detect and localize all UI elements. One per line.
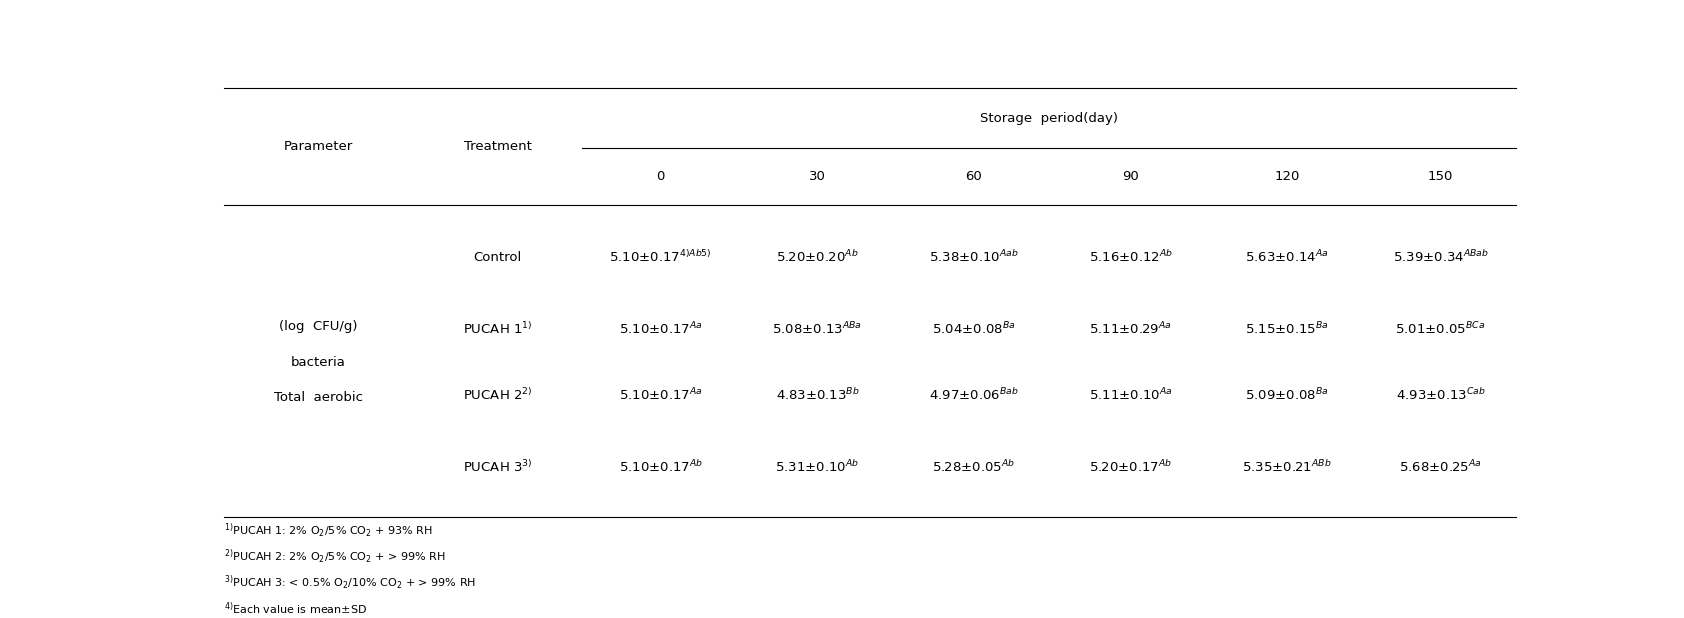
Text: Parameter: Parameter: [283, 140, 352, 153]
Text: PUCAH 3$^{3)}$: PUCAH 3$^{3)}$: [463, 459, 532, 475]
Text: $^{4)}$Each value is mean±SD: $^{4)}$Each value is mean±SD: [224, 600, 367, 617]
Text: 90: 90: [1122, 170, 1138, 183]
Text: 5.10±0.17$^{Ab}$: 5.10±0.17$^{Ab}$: [618, 459, 702, 475]
Text: PUCAH 1$^{1)}$: PUCAH 1$^{1)}$: [463, 321, 532, 337]
Text: 4.97±0.06$^{Bab}$: 4.97±0.06$^{Bab}$: [930, 387, 1019, 404]
Text: 5.09±0.08$^{Ba}$: 5.09±0.08$^{Ba}$: [1246, 387, 1329, 404]
Text: 5.04±0.08$^{Ba}$: 5.04±0.08$^{Ba}$: [933, 321, 1015, 337]
Text: 5.28±0.05$^{Ab}$: 5.28±0.05$^{Ab}$: [933, 459, 1015, 475]
Text: 5.11±0.10$^{Aa}$: 5.11±0.10$^{Aa}$: [1090, 387, 1172, 404]
Text: 5.11±0.29$^{Aa}$: 5.11±0.29$^{Aa}$: [1090, 321, 1172, 337]
Text: PUCAH 2$^{2)}$: PUCAH 2$^{2)}$: [463, 387, 532, 404]
Text: $^{2)}$PUCAH 2: 2% O$_2$/5% CO$_2$ + > 99% RH: $^{2)}$PUCAH 2: 2% O$_2$/5% CO$_2$ + > 9…: [224, 548, 445, 566]
Text: 5.31±0.10$^{Ab}$: 5.31±0.10$^{Ab}$: [775, 459, 859, 475]
Text: $^{1)}$PUCAH 1: 2% O$_2$/5% CO$_2$ + 93% RH: $^{1)}$PUCAH 1: 2% O$_2$/5% CO$_2$ + 93%…: [224, 522, 433, 540]
Text: 30: 30: [808, 170, 825, 183]
Text: 5.01±0.05$^{BCa}$: 5.01±0.05$^{BCa}$: [1396, 321, 1485, 337]
Text: Treatment: Treatment: [463, 140, 532, 153]
Text: 5.68±0.25$^{Aa}$: 5.68±0.25$^{Aa}$: [1399, 459, 1482, 475]
Text: (log  CFU/g): (log CFU/g): [280, 320, 357, 333]
Text: 5.63±0.14$^{Aa}$: 5.63±0.14$^{Aa}$: [1246, 249, 1329, 266]
Text: 5.10±0.17$^{Aa}$: 5.10±0.17$^{Aa}$: [620, 387, 702, 404]
Text: 5.08±0.13$^{ABa}$: 5.08±0.13$^{ABa}$: [773, 321, 862, 337]
Text: 5.10±0.17$^{Aa}$: 5.10±0.17$^{Aa}$: [620, 321, 702, 337]
Text: 5.38±0.10$^{Aab}$: 5.38±0.10$^{Aab}$: [930, 250, 1019, 265]
Text: 5.16±0.12$^{Ab}$: 5.16±0.12$^{Ab}$: [1088, 250, 1172, 265]
Text: 5.20±0.17$^{Ab}$: 5.20±0.17$^{Ab}$: [1090, 459, 1172, 475]
Text: 150: 150: [1428, 170, 1453, 183]
Text: $^{3)}$PUCAH 3: < 0.5% O$_2$/10% CO$_2$ + > 99% RH: $^{3)}$PUCAH 3: < 0.5% O$_2$/10% CO$_2$ …: [224, 574, 475, 592]
Text: Storage  period(day): Storage period(day): [980, 112, 1118, 125]
Text: bacteria: bacteria: [291, 355, 345, 368]
Text: 120: 120: [1275, 170, 1300, 183]
Text: Control: Control: [473, 251, 522, 264]
Text: 5.39±0.34$^{ABab}$: 5.39±0.34$^{ABab}$: [1393, 250, 1489, 265]
Text: 4.93±0.13$^{Cab}$: 4.93±0.13$^{Cab}$: [1396, 387, 1485, 404]
Text: 0: 0: [657, 170, 665, 183]
Text: 5.15±0.15$^{Ba}$: 5.15±0.15$^{Ba}$: [1246, 321, 1329, 337]
Text: 5.10±0.17$^{4)Ab5)}$: 5.10±0.17$^{4)Ab5)}$: [610, 250, 712, 265]
Text: 4.83±0.13$^{Bb}$: 4.83±0.13$^{Bb}$: [776, 387, 859, 404]
Text: Total  aerobic: Total aerobic: [274, 391, 362, 404]
Text: 5.20±0.20$^{Ab}$: 5.20±0.20$^{Ab}$: [776, 250, 859, 265]
Text: 60: 60: [965, 170, 982, 183]
Text: 5.35±0.21$^{ABb}$: 5.35±0.21$^{ABb}$: [1243, 459, 1332, 475]
